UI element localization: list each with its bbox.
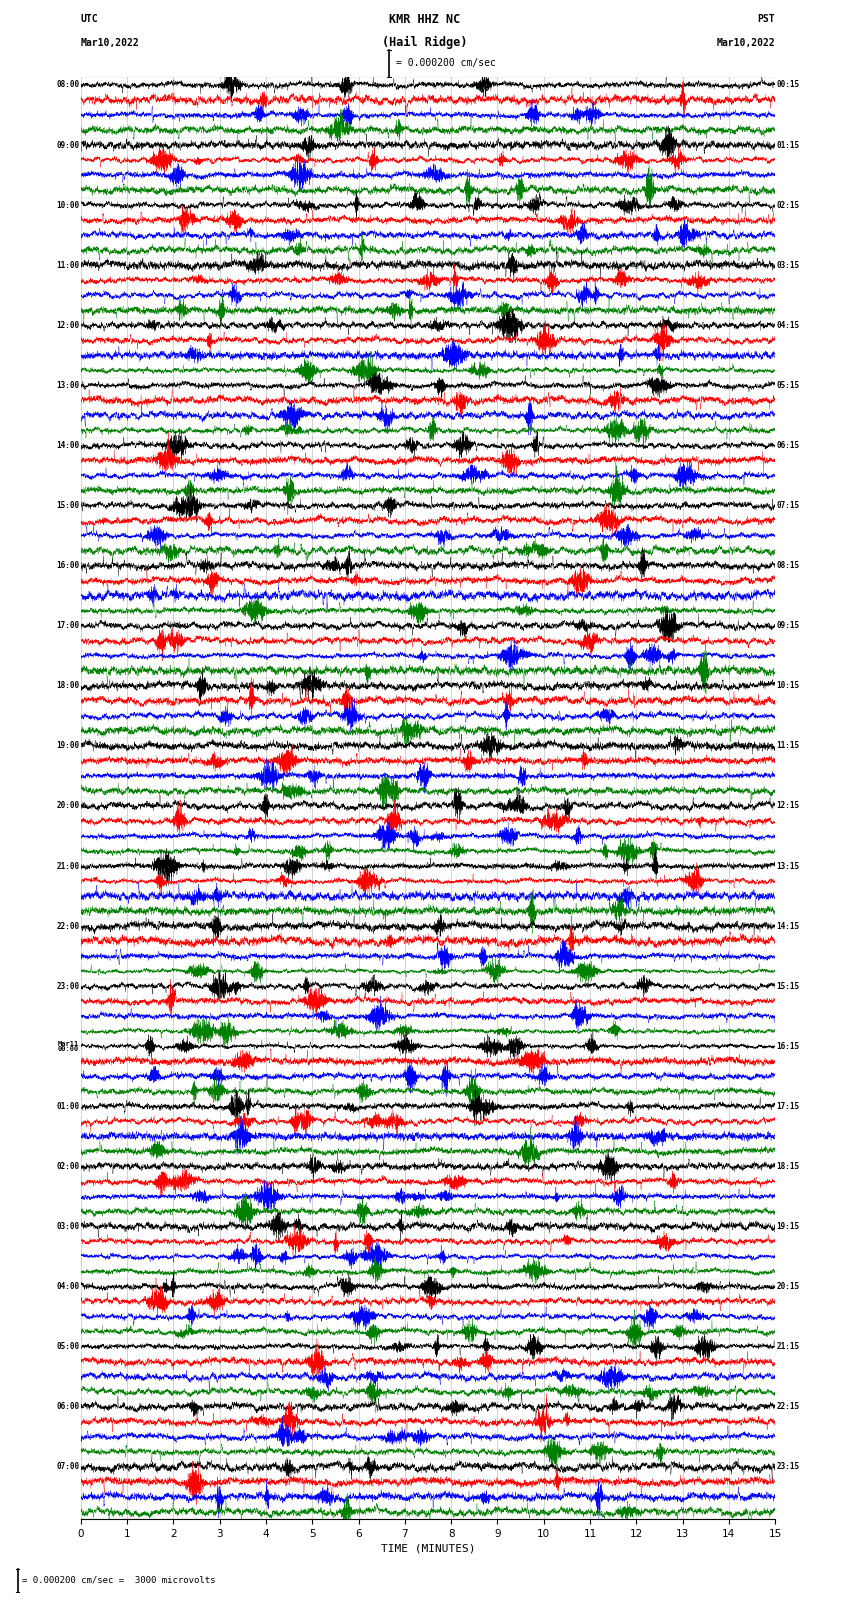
Text: = 0.000200 cm/sec: = 0.000200 cm/sec bbox=[396, 58, 496, 68]
Text: 18:15: 18:15 bbox=[777, 1161, 800, 1171]
Text: 17:15: 17:15 bbox=[777, 1102, 800, 1111]
Text: 07:00: 07:00 bbox=[56, 1463, 79, 1471]
Text: 11:15: 11:15 bbox=[777, 742, 800, 750]
Text: KMR HHZ NC: KMR HHZ NC bbox=[389, 13, 461, 26]
Text: 12:00: 12:00 bbox=[56, 321, 79, 329]
Text: 08:15: 08:15 bbox=[777, 561, 800, 569]
Text: (Hail Ridge): (Hail Ridge) bbox=[382, 35, 468, 48]
Text: 01:00: 01:00 bbox=[56, 1102, 79, 1111]
Text: 13:15: 13:15 bbox=[777, 861, 800, 871]
Text: 00:15: 00:15 bbox=[777, 81, 800, 89]
Text: 16:15: 16:15 bbox=[777, 1042, 800, 1050]
Text: 22:15: 22:15 bbox=[777, 1402, 800, 1411]
Text: 21:00: 21:00 bbox=[56, 861, 79, 871]
Text: 09:00: 09:00 bbox=[56, 140, 79, 150]
Text: Mar11: Mar11 bbox=[58, 1040, 79, 1047]
Text: 17:00: 17:00 bbox=[56, 621, 79, 631]
Text: 07:15: 07:15 bbox=[777, 502, 800, 510]
Text: 16:00: 16:00 bbox=[56, 561, 79, 569]
Text: 23:15: 23:15 bbox=[777, 1463, 800, 1471]
Text: 06:00: 06:00 bbox=[56, 1402, 79, 1411]
Text: 15:15: 15:15 bbox=[777, 982, 800, 990]
Text: 05:00: 05:00 bbox=[56, 1342, 79, 1352]
Text: 13:00: 13:00 bbox=[56, 381, 79, 390]
Text: PST: PST bbox=[757, 15, 775, 24]
Text: 21:15: 21:15 bbox=[777, 1342, 800, 1352]
Text: 00:00: 00:00 bbox=[58, 1045, 79, 1052]
Text: = 0.000200 cm/sec =  3000 microvolts: = 0.000200 cm/sec = 3000 microvolts bbox=[22, 1576, 216, 1584]
Text: 06:15: 06:15 bbox=[777, 440, 800, 450]
Text: 08:00: 08:00 bbox=[56, 81, 79, 89]
Text: 11:00: 11:00 bbox=[56, 261, 79, 269]
Text: 15:00: 15:00 bbox=[56, 502, 79, 510]
X-axis label: TIME (MINUTES): TIME (MINUTES) bbox=[381, 1544, 475, 1553]
Text: 02:15: 02:15 bbox=[777, 200, 800, 210]
Text: 14:00: 14:00 bbox=[56, 440, 79, 450]
Text: 22:00: 22:00 bbox=[56, 921, 79, 931]
Text: 10:00: 10:00 bbox=[56, 200, 79, 210]
Text: Mar10,2022: Mar10,2022 bbox=[717, 37, 775, 47]
Text: 12:15: 12:15 bbox=[777, 802, 800, 810]
Text: 19:15: 19:15 bbox=[777, 1223, 800, 1231]
Text: 01:15: 01:15 bbox=[777, 140, 800, 150]
Text: 04:00: 04:00 bbox=[56, 1282, 79, 1290]
Text: 14:15: 14:15 bbox=[777, 921, 800, 931]
Text: 23:00: 23:00 bbox=[56, 982, 79, 990]
Text: 03:15: 03:15 bbox=[777, 261, 800, 269]
Text: 02:00: 02:00 bbox=[56, 1161, 79, 1171]
Text: 19:00: 19:00 bbox=[56, 742, 79, 750]
Text: 05:15: 05:15 bbox=[777, 381, 800, 390]
Text: 04:15: 04:15 bbox=[777, 321, 800, 329]
Text: 20:15: 20:15 bbox=[777, 1282, 800, 1290]
Text: 10:15: 10:15 bbox=[777, 681, 800, 690]
Text: 18:00: 18:00 bbox=[56, 681, 79, 690]
Text: 20:00: 20:00 bbox=[56, 802, 79, 810]
Text: 03:00: 03:00 bbox=[56, 1223, 79, 1231]
Text: 09:15: 09:15 bbox=[777, 621, 800, 631]
Text: UTC: UTC bbox=[81, 15, 99, 24]
Text: Mar10,2022: Mar10,2022 bbox=[81, 37, 139, 47]
